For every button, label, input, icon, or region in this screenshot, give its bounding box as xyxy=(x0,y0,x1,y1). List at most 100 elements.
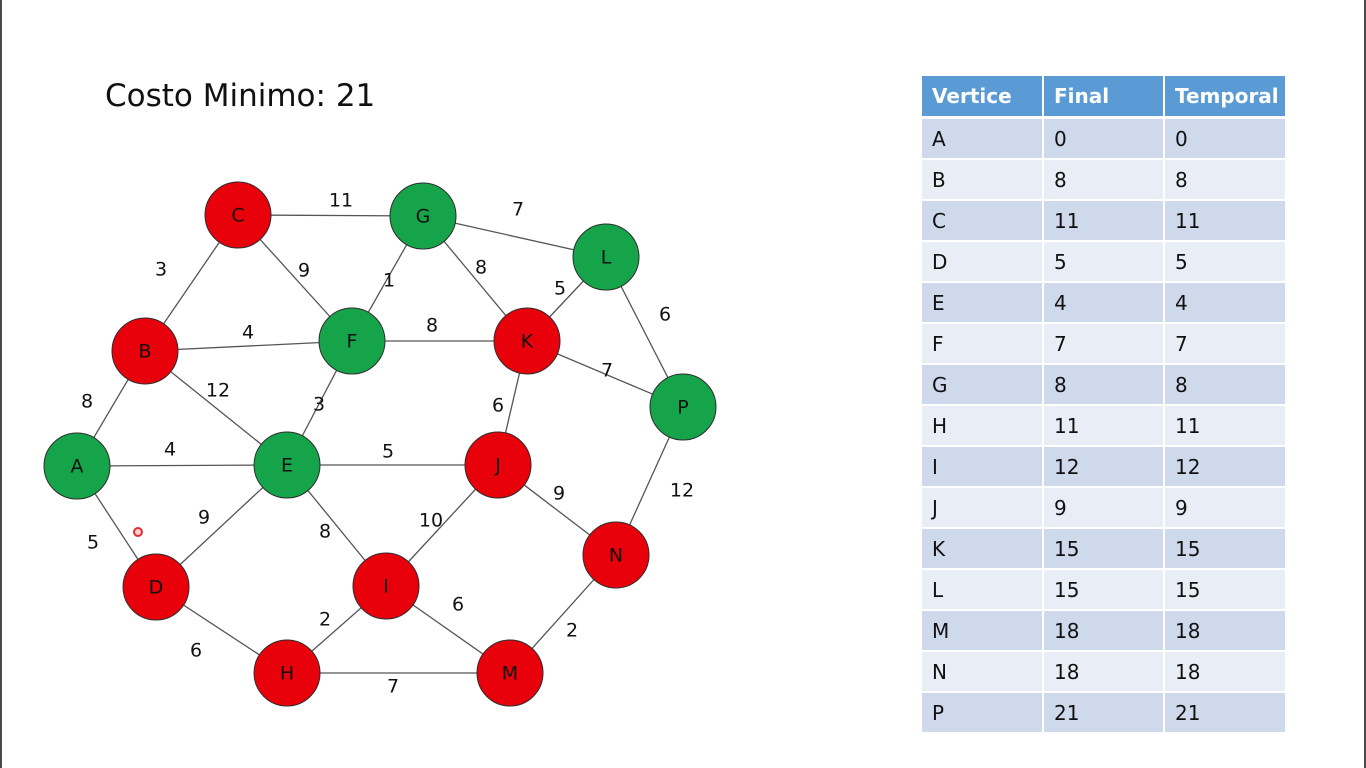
table-cell-temporal: 7 xyxy=(1164,323,1285,365)
edge-weight-d-h: 6 xyxy=(190,640,202,662)
graph-diagram: 11 7 3 9 1 8 5 6 4 8 12 7 8 3 6 4 5 9 12 5 9 8 10 2 6 2 6 7 A B C D E F G… xyxy=(43,181,717,707)
table-cell-vertice: E xyxy=(922,282,1044,324)
node-label-d: D xyxy=(149,577,164,599)
node-label-k: K xyxy=(521,331,534,353)
node-label-h: H xyxy=(280,663,294,685)
table-cell-final: 21 xyxy=(1043,692,1165,734)
node-circle-i xyxy=(352,552,420,620)
edge-weight-j-n: 9 xyxy=(553,483,565,505)
edge-weight-c-g: 11 xyxy=(329,190,353,212)
node-p: P xyxy=(649,373,717,441)
table-cell-final: 15 xyxy=(1043,528,1165,570)
edge-weight-i-m: 6 xyxy=(452,594,464,616)
node-circle-n xyxy=(582,521,650,589)
table-cell-temporal: 18 xyxy=(1164,651,1285,693)
table-cell-vertice: C xyxy=(922,200,1044,242)
table-cell-temporal: 12 xyxy=(1164,446,1285,488)
table-cell-temporal: 0 xyxy=(1164,117,1285,160)
table-header-row: Vertice Final Temporal xyxy=(922,76,1285,119)
nodes-layer: A B C D E F G H I J K L M N P xyxy=(43,181,717,707)
edge-weight-e-j: 5 xyxy=(382,441,394,463)
table-cell-temporal: 11 xyxy=(1164,200,1285,242)
node-label-c: C xyxy=(231,205,244,227)
node-label-p: P xyxy=(677,397,688,419)
edge-weight-b-a: 8 xyxy=(81,391,93,413)
table-cell-final: 8 xyxy=(1043,364,1165,406)
distance-table-container: Vertice Final Temporal A 0 0 B 8 8 C 11 11 D 5 5 E 4 4 F 7… xyxy=(922,76,1285,734)
table-row: M 18 18 xyxy=(922,610,1285,652)
table-cell-temporal: 8 xyxy=(1164,159,1285,201)
table-cell-vertice: A xyxy=(922,117,1044,160)
node-label-f: F xyxy=(347,331,358,353)
table-cell-vertice: K xyxy=(922,528,1044,570)
edge-b-f xyxy=(144,340,353,352)
table-cell-temporal: 11 xyxy=(1164,405,1285,447)
table-cell-vertice: N xyxy=(922,651,1044,693)
table-cell-vertice: D xyxy=(922,241,1044,283)
table-cell-vertice: P xyxy=(922,692,1044,734)
table-row: I 12 12 xyxy=(922,446,1285,488)
node-label-i: I xyxy=(383,576,389,598)
table-cell-final: 8 xyxy=(1043,159,1165,201)
edge-weight-h-m: 7 xyxy=(387,676,399,698)
table-cell-vertice: J xyxy=(922,487,1044,529)
node-e: E xyxy=(253,431,321,499)
node-label-l: L xyxy=(601,247,612,269)
edge-weight-a-e: 4 xyxy=(164,439,176,461)
node-h: H xyxy=(253,639,321,707)
table-cell-vertice: H xyxy=(922,405,1044,447)
node-circle-b xyxy=(111,317,179,385)
edge-weight-g-f: 1 xyxy=(383,270,395,292)
column-header-vertice: Vertice xyxy=(922,76,1044,119)
node-circle-g xyxy=(389,182,457,250)
node-label-a: A xyxy=(71,456,84,478)
node-circle-c xyxy=(204,181,272,249)
edge-weight-c-f: 9 xyxy=(298,260,310,282)
table-cell-vertice: F xyxy=(922,323,1044,365)
edge-weight-c-b: 3 xyxy=(155,259,167,281)
edge-weight-e-i: 8 xyxy=(319,521,331,543)
node-b: B xyxy=(111,317,179,385)
node-circle-p xyxy=(649,373,717,441)
edge-weight-k-l: 5 xyxy=(554,278,566,300)
node-label-m: M xyxy=(502,663,518,685)
table-cell-final: 11 xyxy=(1043,405,1165,447)
column-header-temporal: Temporal xyxy=(1164,76,1285,119)
node-l: L xyxy=(572,223,640,291)
table-row: P 21 21 xyxy=(922,692,1285,734)
table-row: C 11 11 xyxy=(922,200,1285,242)
table-cell-vertice: I xyxy=(922,446,1044,488)
node-n: N xyxy=(582,521,650,589)
node-circle-m xyxy=(476,639,544,707)
node-circle-a xyxy=(43,432,111,500)
table-cell-temporal: 15 xyxy=(1164,569,1285,611)
node-circle-l xyxy=(572,223,640,291)
table-cell-final: 0 xyxy=(1043,117,1165,160)
table-cell-final: 15 xyxy=(1043,569,1165,611)
table-cell-final: 5 xyxy=(1043,241,1165,283)
table-cell-final: 18 xyxy=(1043,651,1165,693)
node-circle-j xyxy=(464,431,532,499)
edge-weight-j-i: 10 xyxy=(419,510,443,532)
table-cell-final: 9 xyxy=(1043,487,1165,529)
node-j: J xyxy=(464,431,532,499)
mouse-cursor-icon xyxy=(133,527,143,537)
edge-weight-k-p: 7 xyxy=(601,360,613,382)
node-label-n: N xyxy=(609,545,623,567)
node-d: D xyxy=(122,553,190,621)
table-cell-temporal: 15 xyxy=(1164,528,1285,570)
table-cell-temporal: 9 xyxy=(1164,487,1285,529)
page-title: Costo Minimo: 21 xyxy=(105,78,376,114)
edge-weight-f-e: 3 xyxy=(313,394,325,416)
node-m: M xyxy=(476,639,544,707)
table-cell-final: 18 xyxy=(1043,610,1165,652)
edge-weight-f-k: 8 xyxy=(426,315,438,337)
node-a: A xyxy=(43,432,111,500)
edge-weight-e-d: 9 xyxy=(198,507,210,529)
